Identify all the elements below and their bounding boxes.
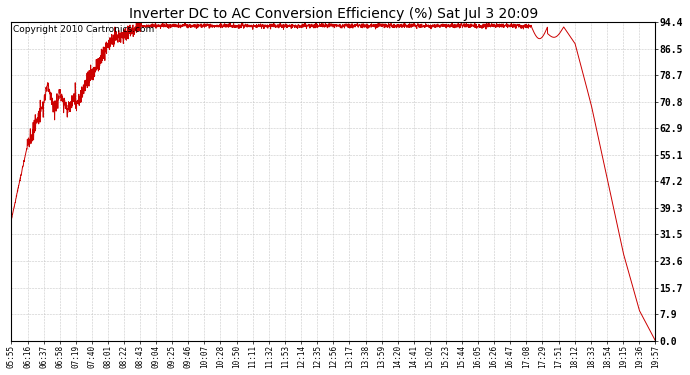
Text: Copyright 2010 Cartronics.com: Copyright 2010 Cartronics.com	[12, 25, 154, 34]
Title: Inverter DC to AC Conversion Efficiency (%) Sat Jul 3 20:09: Inverter DC to AC Conversion Efficiency …	[129, 7, 538, 21]
